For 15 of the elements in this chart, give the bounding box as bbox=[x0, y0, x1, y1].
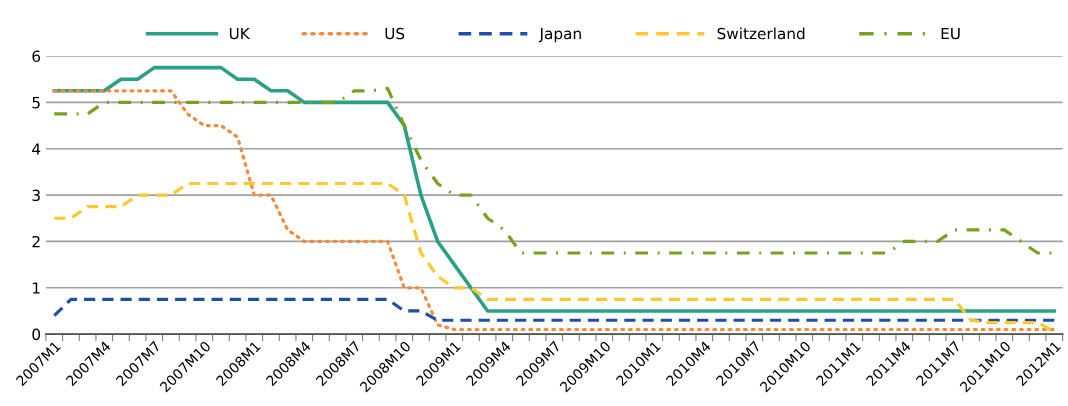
line-series bbox=[52, 89, 1056, 332]
y-tick-label: 0 bbox=[32, 328, 41, 341]
legend-label: US bbox=[385, 27, 405, 40]
y-tick-label: 5 bbox=[32, 97, 40, 109]
line-series bbox=[52, 297, 1056, 322]
legend-label: Switzerland bbox=[717, 27, 805, 40]
line-series bbox=[52, 65, 1057, 313]
legend-label: UK bbox=[229, 27, 251, 40]
y-tick-label: 1 bbox=[33, 282, 40, 294]
y-tick-label: 6 bbox=[32, 50, 41, 63]
legend-label: EU bbox=[941, 27, 960, 40]
y-tick-label: 2 bbox=[32, 235, 40, 248]
legend-label: Japan bbox=[538, 27, 581, 43]
y-tick-label: 4 bbox=[32, 143, 41, 155]
y-tick-label: 3 bbox=[32, 189, 40, 202]
